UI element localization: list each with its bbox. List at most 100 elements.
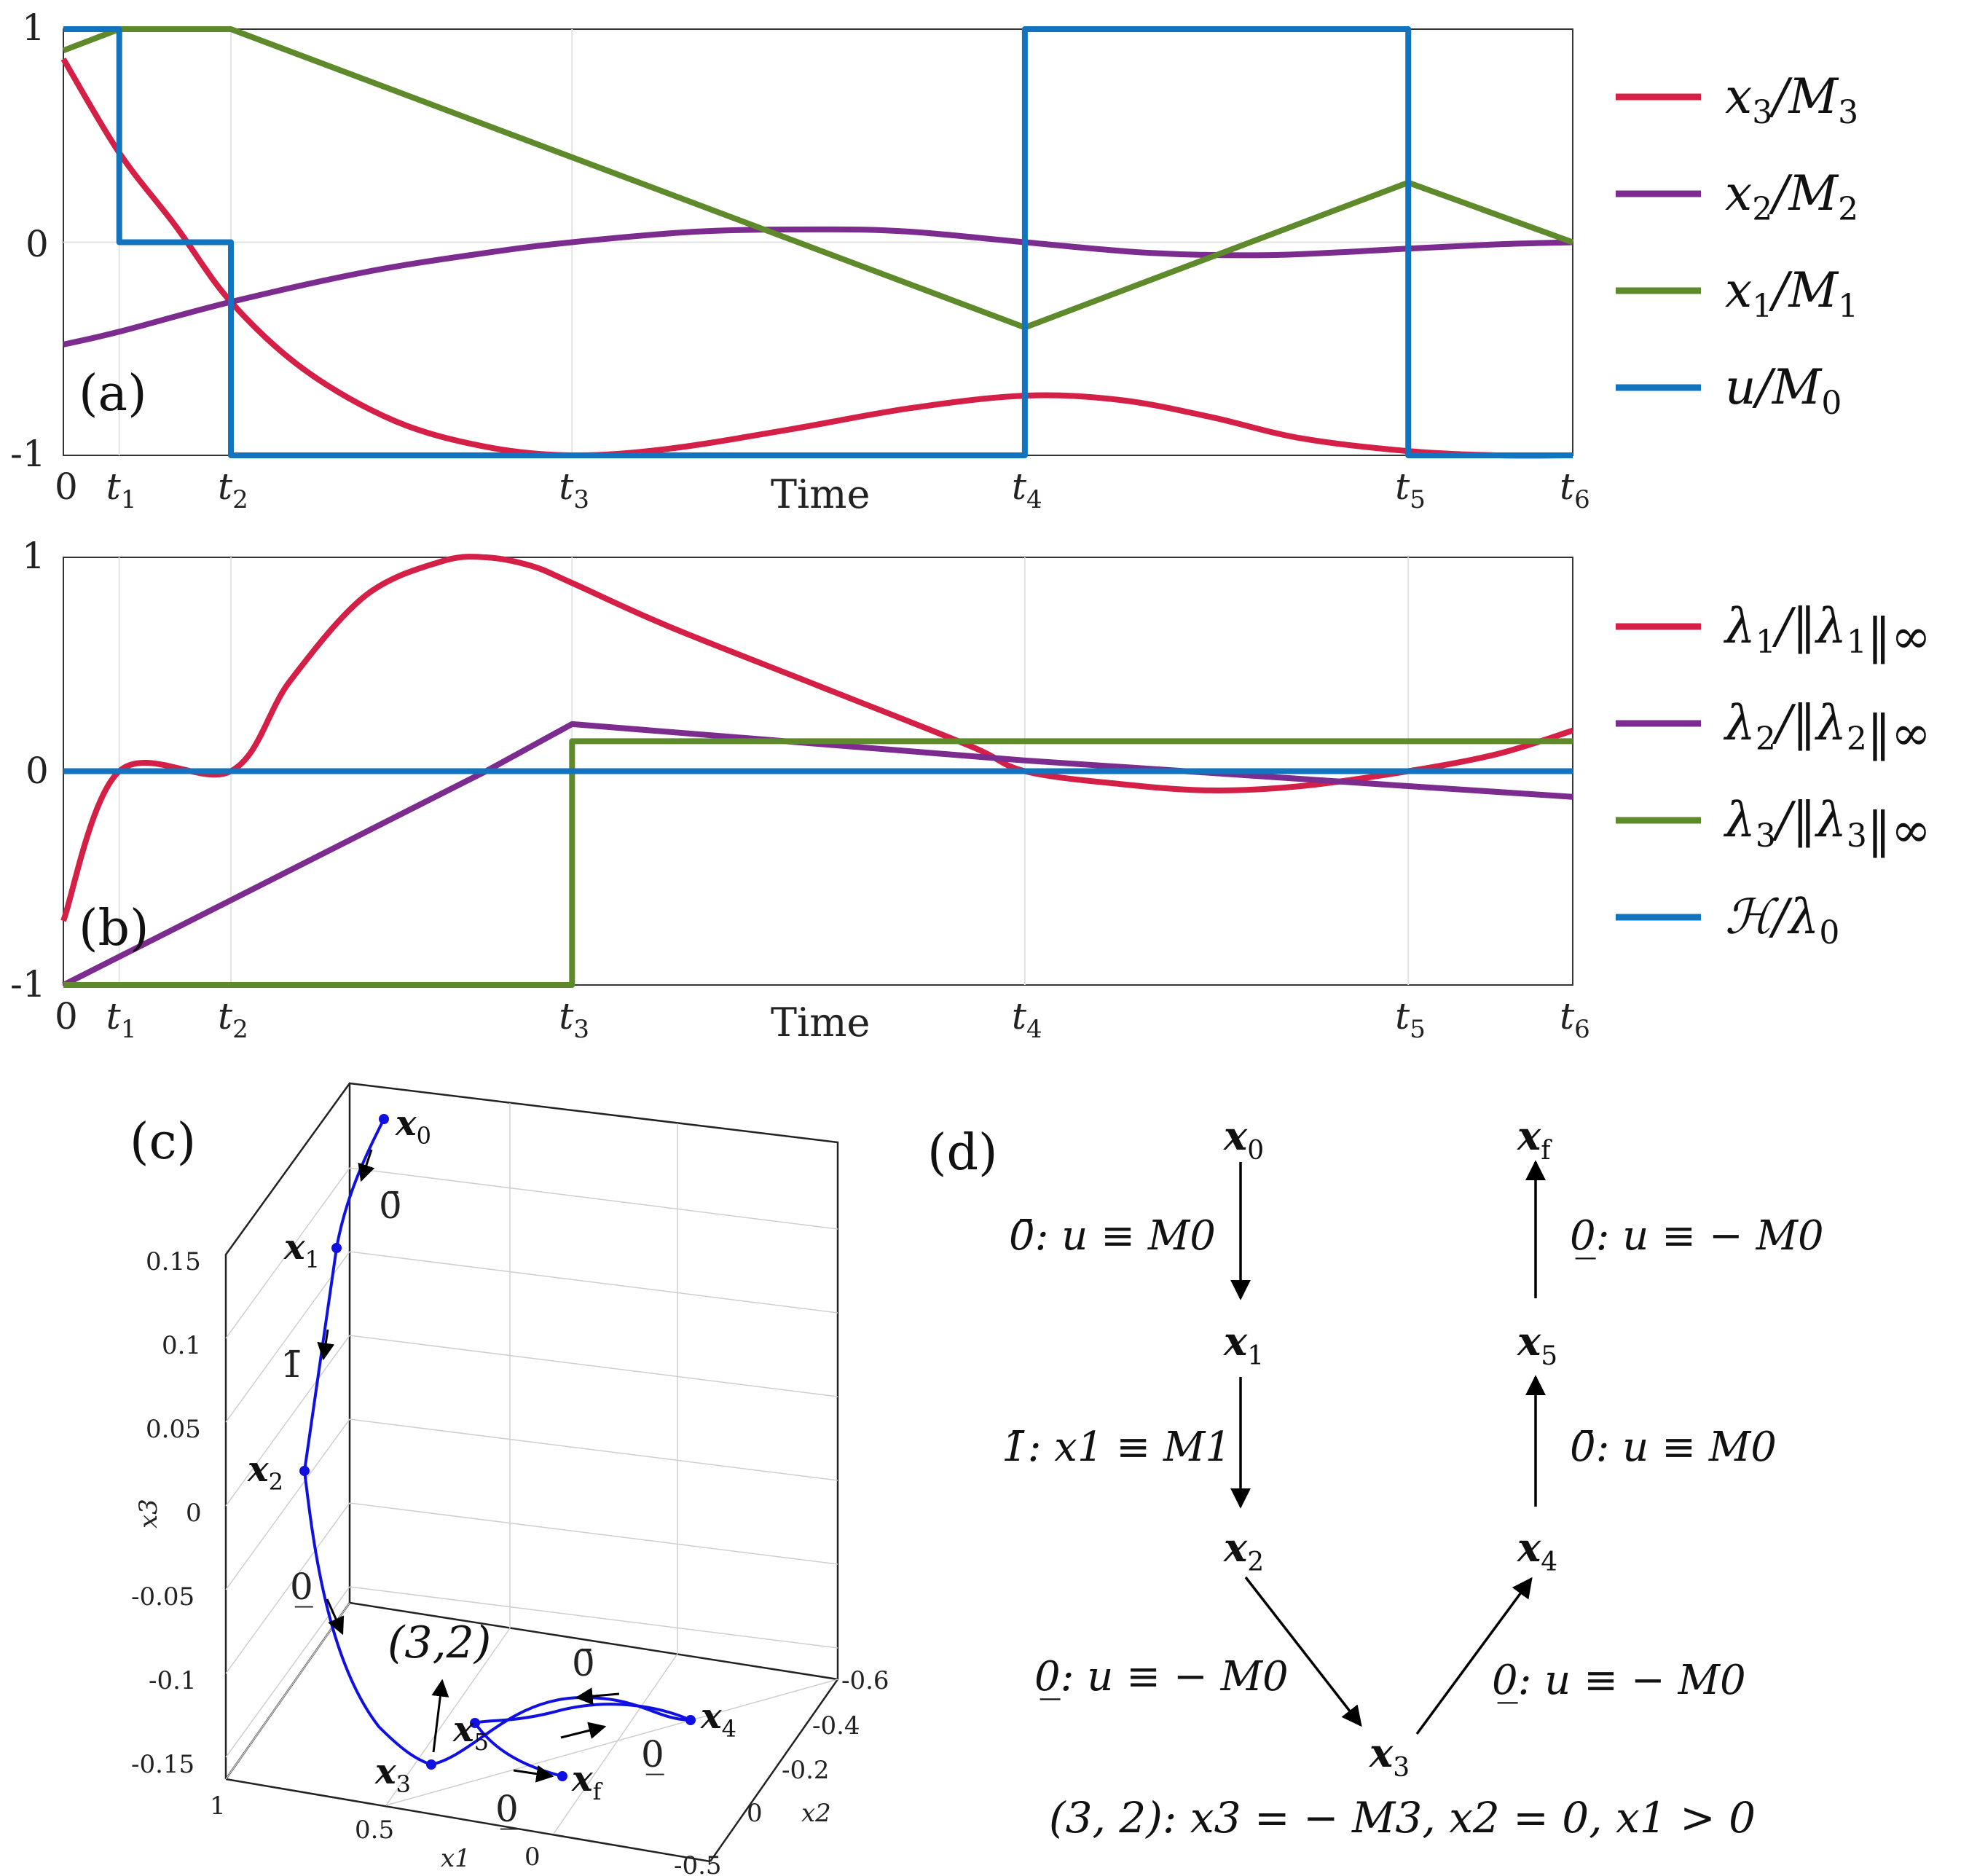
node-sub: 3	[1393, 1753, 1410, 1783]
panel-d-label: (d)	[927, 1124, 998, 1182]
legend-rest: /‖λ	[1772, 792, 1847, 848]
point-x3	[426, 1759, 436, 1770]
edge-label: 0̲: u ≡ − M0	[1034, 1653, 1289, 1700]
point-x0	[379, 1114, 389, 1124]
node-main: x	[1223, 1318, 1248, 1365]
legend-rest: /‖λ	[1772, 598, 1847, 654]
legend-main: λ	[1723, 792, 1756, 848]
node-xf: xf	[1517, 1112, 1552, 1166]
panel-b-legend: λ1/‖λ1‖∞λ2/‖λ2‖∞λ3/‖λ3‖∞ℋ/λ0	[1616, 598, 1931, 951]
legend-label: λ3/‖λ3‖∞	[1723, 792, 1931, 858]
legend-sub: 3	[1752, 94, 1772, 131]
xtick-sub: 4	[1026, 485, 1042, 514]
panel-d-arrows	[1230, 1160, 1546, 1735]
footnote-text: (3, 2): x3 = − M3, x2 = 0, x1 > 0	[1049, 1793, 1756, 1842]
legend-main: x	[1725, 68, 1752, 125]
panel-c-grid	[225, 1103, 838, 1834]
point-label-main: x	[247, 1449, 270, 1490]
x3-tick: -0.15	[131, 1750, 194, 1779]
node-main: x	[1223, 1112, 1248, 1159]
xtick-sub: 1	[121, 485, 137, 514]
x3-tick: -0.1	[149, 1666, 197, 1695]
legend-sub2: 1	[1838, 288, 1858, 325]
legend-sub2: 2	[1838, 191, 1858, 228]
series-line-b-1	[62, 721, 1573, 988]
node-main: x	[1517, 1318, 1541, 1365]
node-x5: x5	[1517, 1318, 1557, 1371]
panel-a-label: (a)	[79, 365, 147, 423]
series-line-b-2	[63, 738, 1573, 988]
node-x2: x2	[1223, 1524, 1264, 1577]
legend-rest: /M	[1768, 165, 1839, 221]
panel-b-xlabel: Time	[771, 1000, 870, 1045]
point-label: x2	[247, 1449, 283, 1496]
edge-label: 0̄: u ≡ M0	[1570, 1424, 1777, 1471]
legend-main: u	[1725, 359, 1756, 415]
point-xf	[557, 1771, 567, 1781]
x3-tick: 0.15	[146, 1247, 201, 1276]
xtick-sub: 1	[121, 1015, 137, 1044]
legend-sub2: 3	[1847, 817, 1867, 855]
xtick-main: t	[1560, 995, 1575, 1037]
trajectory-arrows	[317, 1149, 620, 1783]
node-sub: 2	[1247, 1547, 1264, 1577]
xtick-label: t4	[1012, 995, 1042, 1044]
panel-b-ytick-1: 1	[22, 535, 45, 577]
xtick-sub: 5	[1410, 1015, 1426, 1044]
node-main: x	[1223, 1524, 1248, 1571]
xtick-label: t4	[1012, 466, 1042, 514]
x2-tick: -0.5	[674, 1851, 722, 1876]
point-label: x1	[283, 1227, 320, 1273]
legend-tail: ‖∞	[1867, 705, 1931, 761]
xtick-main: t	[1012, 466, 1027, 508]
trajectory-x4-x5	[474, 1703, 691, 1724]
x3-tick: 0.05	[146, 1415, 201, 1444]
x1-axis-label: x1	[441, 1844, 471, 1873]
xtick-sub: 4	[1026, 1015, 1042, 1044]
point-x2	[299, 1466, 310, 1476]
x3-tick: 0	[186, 1499, 202, 1528]
panel-a-ytick-minus1: -1	[10, 433, 46, 475]
edge-label: 1̄: x1 ≡ M1	[1002, 1424, 1231, 1471]
panel-a-xticks: 0 t1 t2 t3 t4 t5 t6	[55, 466, 1590, 514]
panel-a-ytick-1: 1	[22, 7, 45, 49]
xtick-label: t1	[106, 995, 137, 1044]
legend-main: x	[1725, 165, 1752, 221]
x2-tick: 0	[747, 1799, 763, 1828]
series-line-a-1	[63, 226, 1573, 348]
legend-sub2: 2	[1847, 721, 1867, 758]
panel-a-xlabel: Time	[771, 471, 870, 517]
legend-rest: /M	[1768, 262, 1839, 318]
legend-sub: 1	[1752, 288, 1772, 325]
point-label-main: x	[395, 1103, 417, 1144]
point-label-sub: f	[593, 1778, 603, 1805]
series-line-a-3	[63, 26, 1573, 458]
point-x4	[685, 1715, 696, 1725]
legend-sub: 2	[1756, 721, 1776, 758]
xtick-label: 0	[55, 466, 78, 508]
node-sub: f	[1541, 1136, 1552, 1166]
point-label-sub: 1	[305, 1246, 320, 1273]
arc-label: 1̄	[280, 1343, 304, 1386]
node-sub: 4	[1541, 1547, 1557, 1577]
xtick-label: t3	[559, 466, 589, 514]
node-main: x	[1369, 1730, 1394, 1776]
point-label: x4	[700, 1696, 736, 1743]
xtick-label: t5	[1395, 466, 1426, 514]
panel-b-label: (b)	[79, 900, 149, 957]
node-sub: 5	[1541, 1341, 1557, 1371]
xtick-main: t	[106, 995, 122, 1037]
point-x5	[470, 1718, 480, 1728]
xtick-sub: 6	[1574, 485, 1590, 514]
series-line-b-0	[60, 554, 1574, 922]
xtick-sub: 5	[1410, 485, 1426, 514]
legend-main: x	[1725, 262, 1752, 318]
xtick-sub: 6	[1574, 1015, 1590, 1044]
legend-sub: 1	[1756, 624, 1776, 661]
x2-tick: -0.4	[812, 1711, 860, 1740]
point-label-main: x	[700, 1696, 723, 1737]
x3-axis-label: x3	[134, 1499, 163, 1528]
legend-label: x1/M1	[1725, 262, 1858, 325]
